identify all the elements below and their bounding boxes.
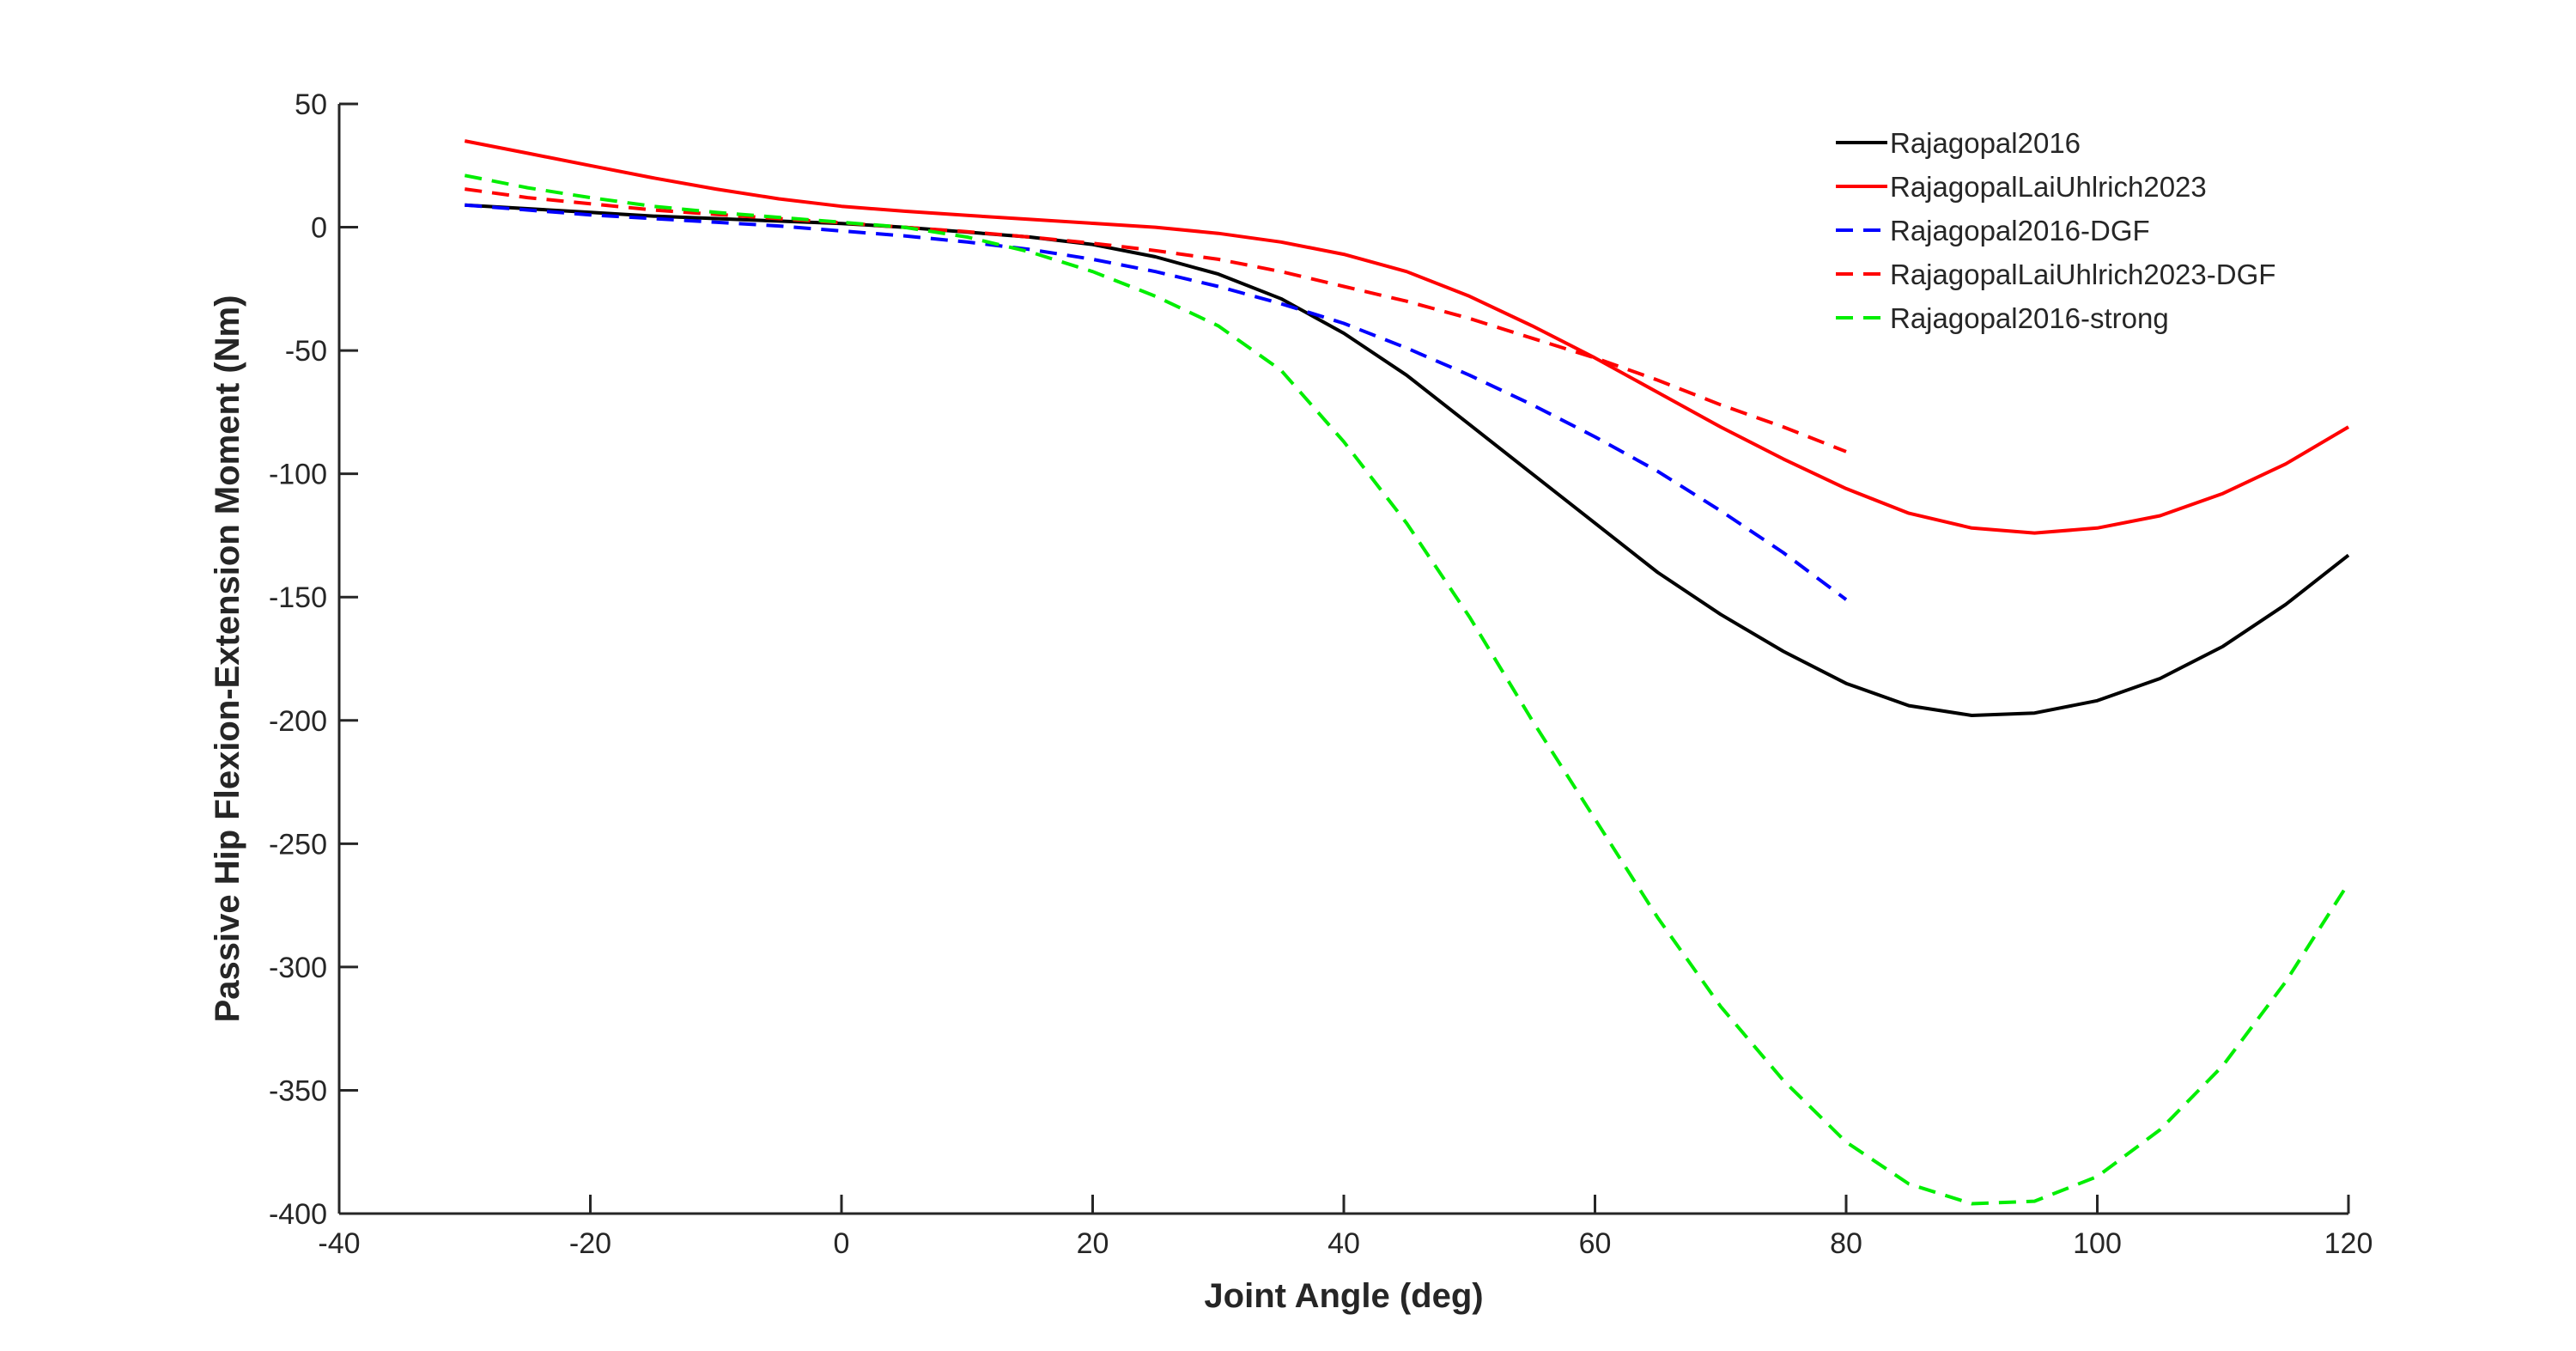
series-line-4 [464, 173, 2350, 1206]
y-tick-label: -350 [269, 1074, 327, 1107]
y-tick-label: -300 [269, 952, 327, 984]
series-line-2 [465, 203, 1848, 601]
x-tick-label: 120 [2324, 1227, 2373, 1260]
x-tick-label: 80 [1830, 1227, 1862, 1260]
y-axis-title: Passive Hip Flexion-Extension Moment (Nm… [209, 295, 246, 1023]
legend-label-1: RajagopalLaiUhlrich2023 [1890, 171, 2207, 203]
x-tick-label: -20 [569, 1227, 611, 1260]
legend-label-3: RajagopalLaiUhlrich2023-DGF [1890, 259, 2275, 290]
y-tick-label: 50 [295, 88, 327, 121]
y-tick-label: -400 [269, 1198, 327, 1231]
y-tick-label: -50 [285, 335, 327, 368]
y-tick-label: 0 [311, 212, 327, 245]
ticks: -40 -20 0 20 40 60 80 100 120500-50-100-150-200-… [269, 88, 2372, 1260]
series-line-3 [465, 187, 1847, 453]
legend-label-2: Rajagopal2016-DGF [1890, 215, 2150, 246]
legend-label-4: Rajagopal2016-strong [1890, 302, 2169, 334]
y-tick-label: -150 [269, 581, 327, 614]
y-tick-label: -250 [269, 828, 327, 861]
legend-label-0: Rajagopal2016 [1890, 127, 2081, 159]
x-tick-label: 60 [1579, 1227, 1612, 1260]
x-tick-label: 0 [834, 1227, 850, 1260]
y-tick-label: -200 [269, 705, 327, 738]
x-tick-label: 40 [1327, 1227, 1360, 1260]
x-axis-title: Joint Angle (deg) [1204, 1277, 1483, 1315]
y-tick-label: -100 [269, 459, 327, 491]
x-tick-label: -40 [318, 1227, 360, 1260]
series-line-0 [465, 203, 2350, 717]
x-tick-label: 20 [1077, 1227, 1109, 1260]
x-tick-label: 100 [2073, 1227, 2122, 1260]
legend: Rajagopal2016 RajagopalLaiUhlrich2023 Raja… [1836, 127, 2275, 334]
series-line-1 [464, 139, 2350, 535]
series-layer [464, 139, 2350, 1206]
